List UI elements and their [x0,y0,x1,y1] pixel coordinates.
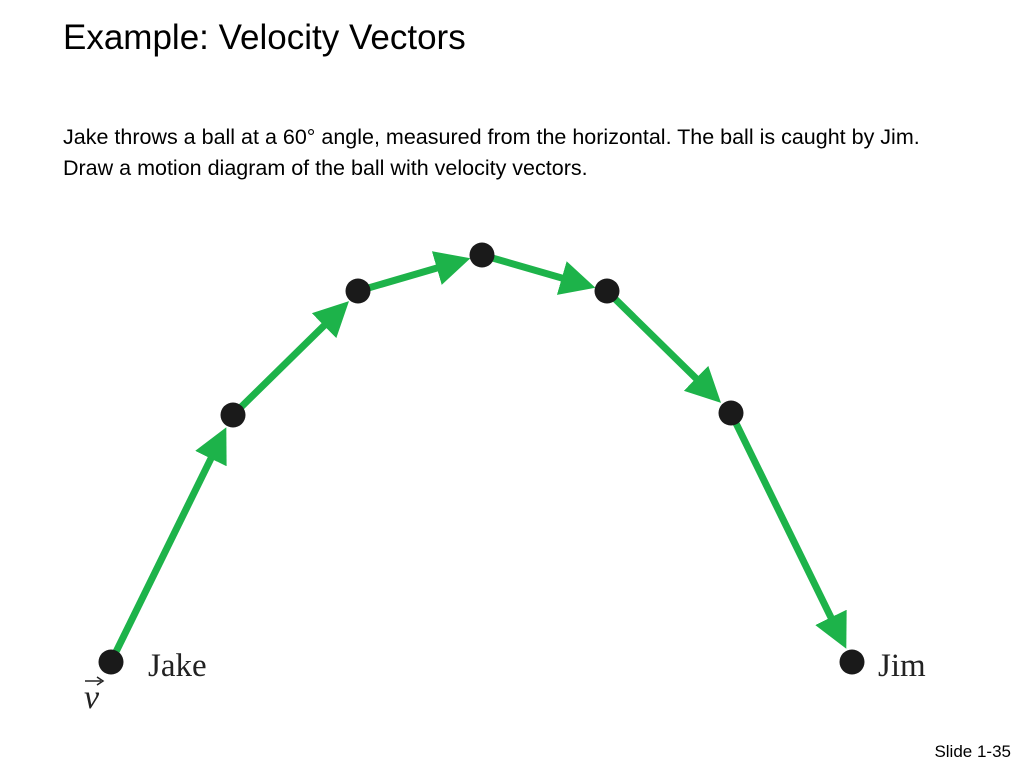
jake-label: Jake [148,648,207,684]
ball-position-7 [839,649,865,675]
ball-position-5 [594,278,620,304]
velocity-vector-2 [230,301,349,418]
vector-arrowhead-icon [96,676,105,686]
velocity-vector-6 [727,411,847,649]
velocity-vectors [107,251,847,664]
velocity-vector-1 [107,427,227,664]
velocity-symbol-letter: v [84,679,100,716]
ball-position-2 [220,402,246,428]
ball-position-3 [345,278,371,304]
ball-position-4 [469,242,495,268]
velocity-vector-5 [604,288,721,403]
problem-statement: Jake throws a ball at a 60° angle, measu… [63,125,920,180]
ball-positions [98,242,865,675]
slide-number: Slide 1-35 [934,742,1011,761]
velocity-symbol: v [84,676,105,716]
ball-position-1 [98,649,124,675]
ball-position-6 [718,400,744,426]
jim-label: Jim [878,648,926,684]
velocity-vector-4 [481,251,596,295]
slide-title: Example: Velocity Vectors [63,18,466,57]
velocity-vector-3 [357,251,471,295]
